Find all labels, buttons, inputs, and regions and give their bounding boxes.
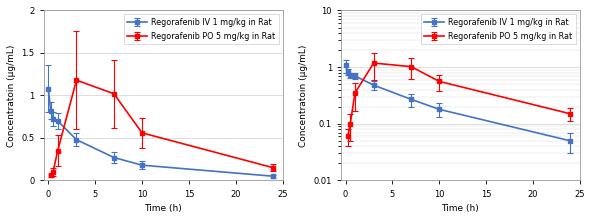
X-axis label: Time (h): Time (h) — [442, 204, 479, 213]
Legend: Regorafenib IV 1 mg/kg in Rat, Regorafenib PO 5 mg/kg in Rat: Regorafenib IV 1 mg/kg in Rat, Regorafen… — [421, 15, 576, 44]
Y-axis label: Concentratoin (μg/mL): Concentratoin (μg/mL) — [7, 44, 16, 147]
Legend: Regorafenib IV 1 mg/kg in Rat, Regorafenib PO 5 mg/kg in Rat: Regorafenib IV 1 mg/kg in Rat, Regorafen… — [124, 15, 279, 44]
Y-axis label: Concentratoin (μg/mL): Concentratoin (μg/mL) — [299, 44, 308, 147]
X-axis label: Time (h): Time (h) — [144, 204, 182, 213]
